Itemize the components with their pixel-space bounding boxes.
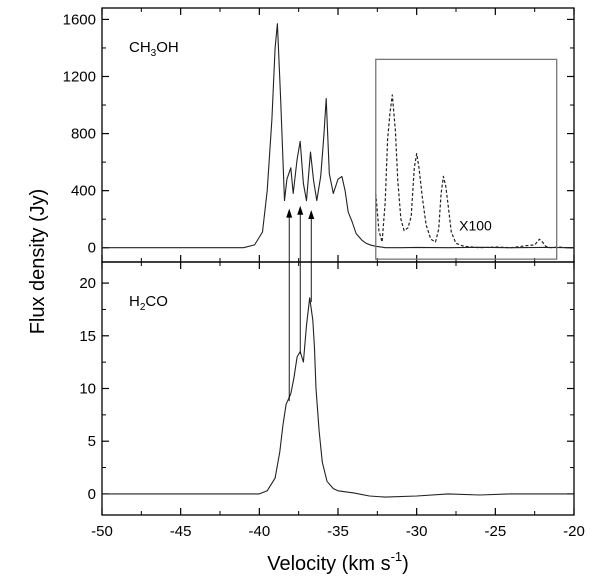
overlay-layer [286,205,315,402]
y-tick-label: 5 [88,433,96,450]
y-axis-title: Flux density (Jy) [27,189,49,335]
x-tick-label: -25 [484,523,506,540]
x-tick-label: -20 [563,523,585,540]
panel-2: 0 5 10 15 20 H2CO [79,261,575,516]
series-line-1 [102,297,574,498]
link-arrow-head [297,205,304,215]
y-tick-label: 20 [79,275,96,292]
link-arrow-head [286,208,293,218]
y-tick-label: 0 [88,486,96,503]
x-tick-label: -45 [170,523,192,540]
y-tick-label: 0 [88,240,96,257]
panel-1: 0 400 800 1200 1600 CH3OH X100 [63,7,575,263]
y-tick-label: 400 [71,183,96,200]
panel-label: H2CO [129,293,168,313]
x-tick-label: -30 [406,523,428,540]
y-tick-label: 800 [71,126,96,143]
x-axis-title: Velocity (km s-1) [267,549,409,575]
y-tick-label: 10 [79,381,96,398]
series-x100-line [375,94,574,249]
x-tick-label: -35 [327,523,349,540]
series-line-1 [102,23,575,249]
panels-layer: 0 400 800 1200 1600 CH3OH X100 0 5 10 15 20 H2CO -50 -… [27,7,585,575]
inset-box [375,58,558,260]
y-tick-label: 1600 [63,11,96,28]
link-arrow-head [308,210,315,220]
x-tick-label: -40 [248,523,270,540]
panel-label: CH3OH [129,39,179,59]
panel-frame [101,261,575,516]
x-tick-label: -50 [91,523,113,540]
x100-annotation: X100 [459,218,492,234]
y-tick-label: 1200 [63,68,96,85]
y-tick-label: 15 [79,328,96,345]
